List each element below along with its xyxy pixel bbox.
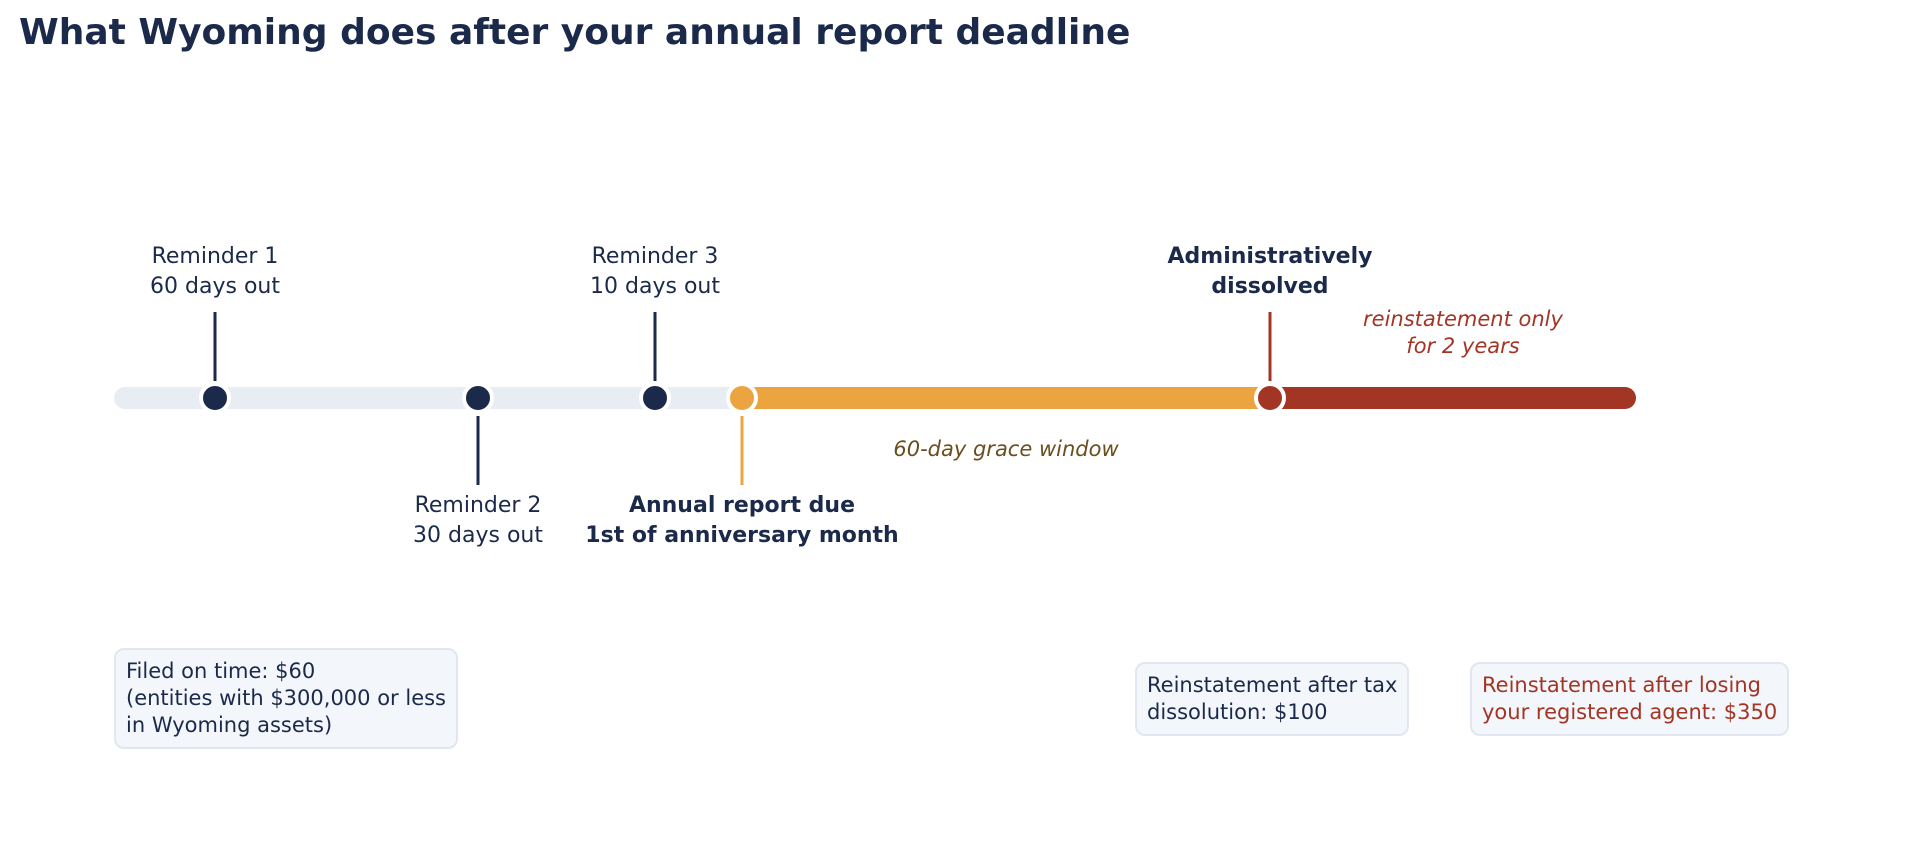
page-title: What Wyoming does after your annual repo… (19, 12, 1131, 53)
fee-line: in Wyoming assets) (126, 713, 333, 737)
fee-line: your registered agent: $350 (1482, 700, 1778, 724)
label-line: 1st of anniversary month (585, 523, 899, 548)
fee-line: dissolution: $100 (1147, 700, 1328, 724)
label-line: reinstatement only (1363, 307, 1563, 331)
fee-line: (entities with $300,000 or less (126, 686, 446, 710)
label-line: Reminder 3 (591, 244, 719, 269)
dot-reminder-3 (639, 382, 671, 414)
dot-annual-report-due (726, 382, 758, 414)
fee-line: Filed on time: $60 (126, 659, 316, 683)
fee-box-filed-on-time: Filed on time: $60 (entities with $300,0… (114, 648, 458, 749)
label-line: for 2 years (1406, 334, 1520, 358)
label-line: dissolved (1211, 274, 1329, 299)
dot-reminder-1 (199, 382, 231, 414)
milestone-label-reminder-3: Reminder 3 10 days out (590, 242, 720, 302)
label-line: Reminder 2 (414, 493, 542, 518)
fee-box-reinstatement-tax: Reinstatement after tax dissolution: $10… (1135, 662, 1410, 736)
label-line: 30 days out (413, 523, 543, 548)
label-line: Reminder 1 (151, 244, 279, 269)
label-line: 60 days out (150, 274, 280, 299)
fee-line: Reinstatement after tax (1147, 673, 1398, 697)
grace-window-annotation: 60-day grace window (893, 437, 1119, 461)
dot-reminder-2 (462, 382, 494, 414)
fee-line: Reinstatement after losing (1482, 673, 1761, 697)
milestone-label-annual-report-due: Annual report due 1st of anniversary mon… (585, 491, 898, 551)
milestone-label-reminder-2: Reminder 2 30 days out (413, 491, 543, 551)
reinstatement-window-annotation: reinstatement only for 2 years (1363, 306, 1563, 360)
fee-box-reinstatement-agent: Reinstatement after losing your register… (1470, 662, 1790, 736)
dot-dissolved (1254, 382, 1286, 414)
milestone-label-reminder-1: Reminder 1 60 days out (150, 242, 280, 302)
label-line: Annual report due (628, 493, 856, 518)
label-line: Administratively (1167, 244, 1373, 269)
milestone-label-dissolved: Administratively dissolved (1168, 242, 1373, 302)
label-line: 10 days out (590, 274, 720, 299)
